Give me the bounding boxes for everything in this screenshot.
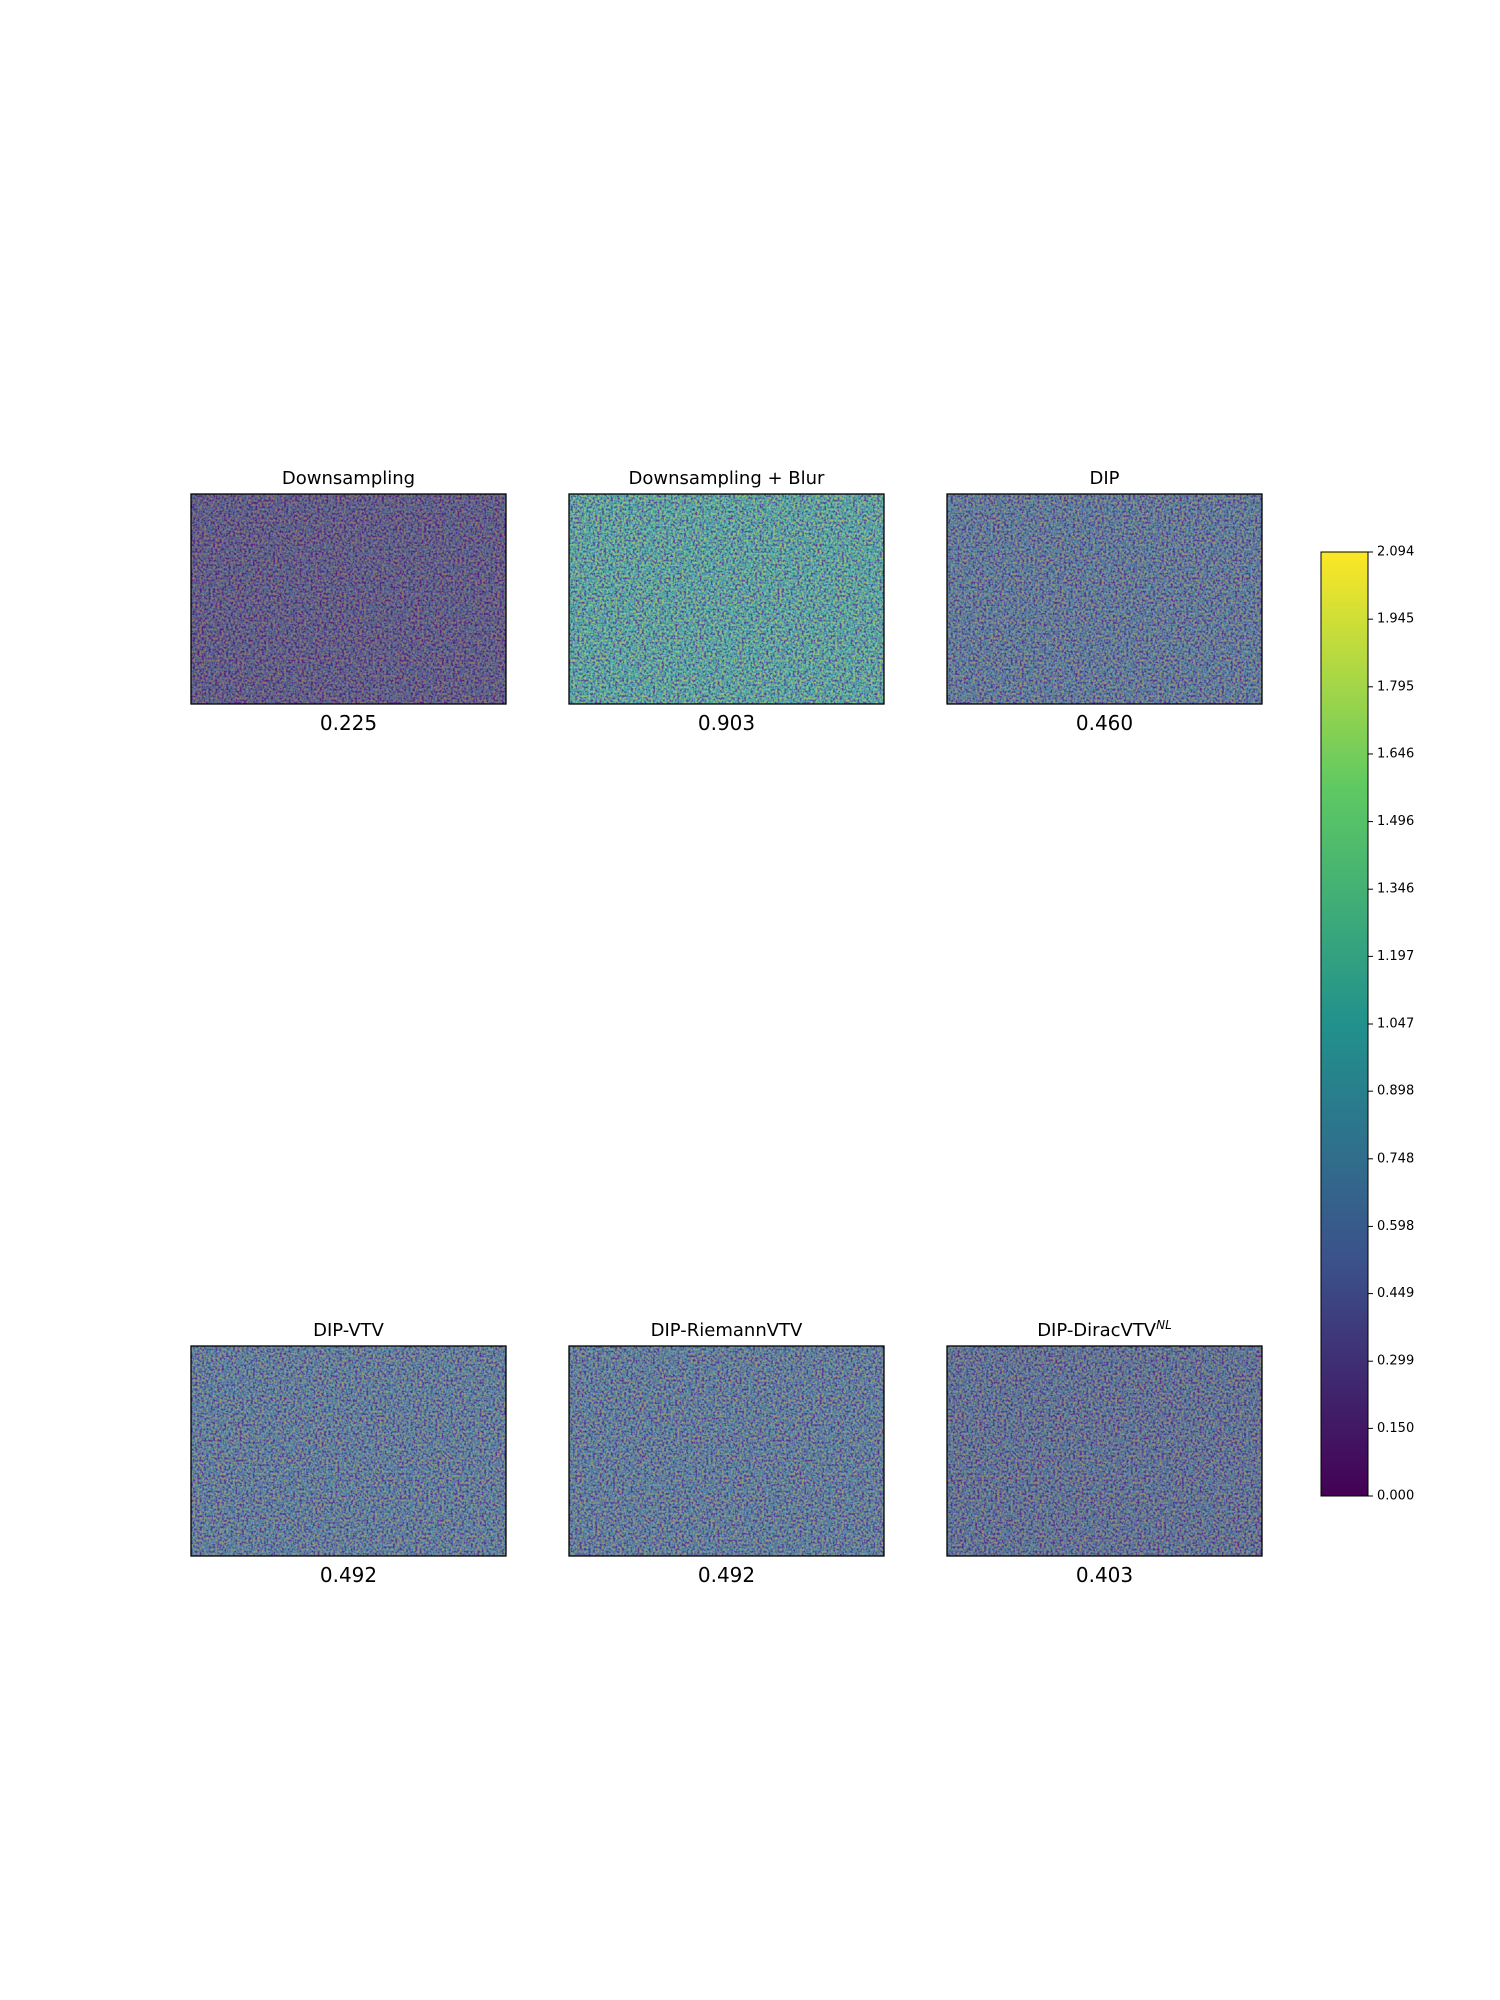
colorbar-tick-label: 0.449 xyxy=(1377,1286,1414,1301)
panel-title: Downsampling + Blur xyxy=(629,468,825,489)
colorbar-tick-label: 0.898 xyxy=(1377,1084,1414,1099)
colorbar-tick-label: 1.047 xyxy=(1377,1017,1414,1032)
panel-title: DIP xyxy=(1089,468,1119,489)
panel-title-text: Downsampling xyxy=(282,468,415,489)
colorbar-tick-label: 1.496 xyxy=(1377,814,1414,829)
colorbar-tick-label: 0.000 xyxy=(1377,1489,1414,1504)
panel-frame xyxy=(568,1345,885,1557)
panel-score: 0.403 xyxy=(1076,1563,1133,1587)
panel-title-text: Downsampling + Blur xyxy=(629,468,825,489)
error-texture xyxy=(569,1346,884,1556)
panel-title-text: DIP xyxy=(1089,468,1119,489)
panel-frame xyxy=(190,493,507,705)
colorbar-tick-label: 0.748 xyxy=(1377,1151,1414,1166)
colorbar-tick-label: 1.945 xyxy=(1377,612,1414,627)
colorbar-tick-label: 1.646 xyxy=(1377,746,1414,761)
colorbar-tick-label: 1.346 xyxy=(1377,882,1414,897)
panel-title: DIP-VTV xyxy=(313,1320,384,1341)
panel-score: 0.492 xyxy=(320,1563,377,1587)
panel-score: 0.903 xyxy=(698,711,755,735)
panel-title-text: DIP-RiemannVTV xyxy=(651,1320,803,1341)
panel-title-text: DIP-VTV xyxy=(313,1320,384,1341)
panel-frame xyxy=(568,493,885,705)
error-texture xyxy=(191,1346,506,1556)
panel-title: DIP-DiracVTVNL xyxy=(1037,1318,1172,1341)
panel-score: 0.492 xyxy=(698,1563,755,1587)
colorbar-tick-label: 0.299 xyxy=(1377,1354,1414,1369)
colorbar-tick-label: 1.795 xyxy=(1377,679,1414,694)
panel-frame xyxy=(946,493,1263,705)
error-texture xyxy=(947,1346,1262,1556)
panel-title-text: DIP-DiracVTV xyxy=(1037,1320,1157,1341)
panel-title-sup: NL xyxy=(1156,1318,1172,1332)
colorbar-tick-label: 0.598 xyxy=(1377,1219,1414,1234)
panel-frame xyxy=(190,1345,507,1557)
panel-title: DIP-RiemannVTV xyxy=(651,1320,803,1341)
colorbar-tick-label: 0.150 xyxy=(1377,1421,1414,1436)
colorbar-tick-label: 1.197 xyxy=(1377,949,1414,964)
colorbar xyxy=(1320,551,1369,1497)
colorbar-tick-label: 2.094 xyxy=(1377,545,1414,560)
panel-score: 0.460 xyxy=(1076,711,1133,735)
error-texture xyxy=(191,494,506,704)
panel-frame xyxy=(946,1345,1263,1557)
error-texture xyxy=(569,494,884,704)
error-texture xyxy=(947,494,1262,704)
panel-title: Downsampling xyxy=(282,468,415,489)
panel-score: 0.225 xyxy=(320,711,377,735)
